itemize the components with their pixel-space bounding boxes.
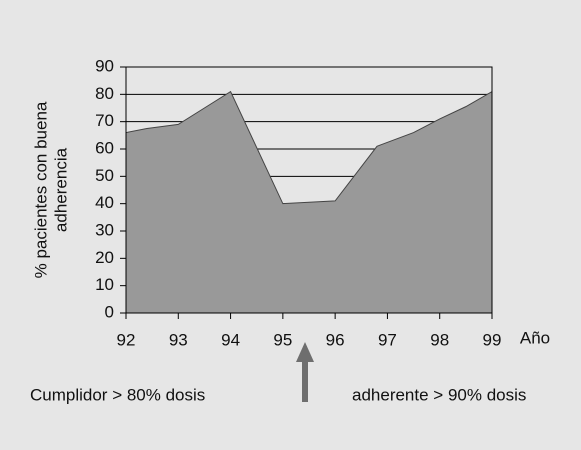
y-tick-label: 80 [95, 84, 114, 103]
y-tick-label: 10 [95, 275, 114, 294]
y-tick-label: 20 [95, 248, 114, 267]
y-tick-label: 70 [95, 111, 114, 130]
area [125, 90, 493, 314]
x-tick-label: 99 [483, 330, 502, 349]
y-axis-label: % pacientes con buena [31, 101, 50, 278]
plot-frame [125, 66, 493, 314]
y-tick-label: 30 [95, 220, 114, 239]
y-tick-label: 40 [95, 193, 114, 212]
y-axis-label: adherencia [51, 147, 70, 232]
y-tick-label: 90 [95, 56, 114, 75]
y-tick-label: 0 [105, 302, 114, 321]
x-tick-label: 98 [430, 330, 449, 349]
annotation: Cumplidor > 80% dosis [30, 385, 205, 404]
y-tick-label: 60 [95, 138, 114, 157]
arrow [296, 342, 314, 402]
x-axis-label: Año [520, 328, 550, 347]
x-tick-label: 94 [221, 330, 240, 349]
x-tick-label: 96 [326, 330, 345, 349]
x-tick-label: 93 [169, 330, 188, 349]
plot [125, 90, 493, 314]
x-tick-label: 97 [378, 330, 397, 349]
x-tick-label: 95 [273, 330, 292, 349]
annotation: adherente > 90% dosis [352, 385, 526, 404]
x-tick-label: 92 [117, 330, 136, 349]
y-tick-label: 50 [95, 166, 114, 185]
